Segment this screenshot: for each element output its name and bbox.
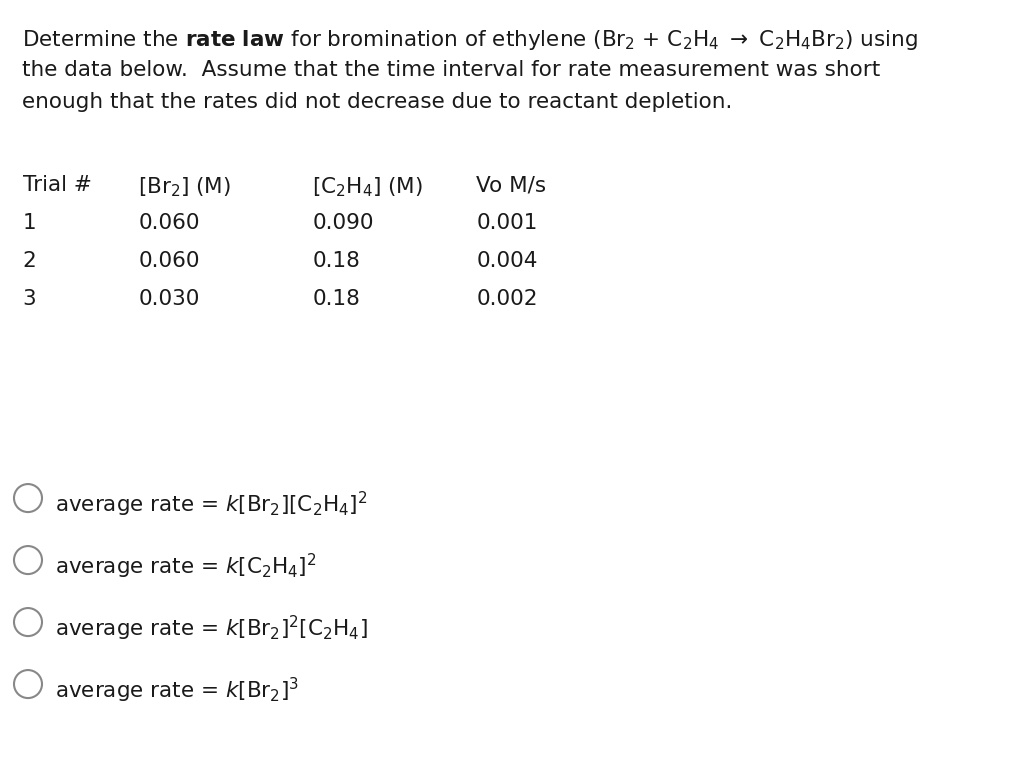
Text: Vo M/s: Vo M/s (476, 175, 546, 195)
Text: 0.004: 0.004 (476, 251, 538, 271)
Text: 0.090: 0.090 (312, 213, 374, 233)
Text: average rate = $\mathit{k}$[Br$_2$]$^2$[C$_2$H$_4$]: average rate = $\mathit{k}$[Br$_2$]$^2$[… (55, 614, 368, 643)
Text: 0.060: 0.060 (138, 213, 200, 233)
Text: 2: 2 (23, 251, 36, 271)
Text: 1: 1 (23, 213, 36, 233)
Text: 0.001: 0.001 (476, 213, 538, 233)
Text: 0.002: 0.002 (476, 289, 538, 309)
Text: average rate = $\mathit{k}$[Br$_2$][C$_2$H$_4$]$^2$: average rate = $\mathit{k}$[Br$_2$][C$_2… (55, 490, 368, 519)
Text: [C$_2$H$_4$] (M): [C$_2$H$_4$] (M) (312, 175, 423, 199)
Text: average rate = $\mathit{k}$[Br$_2$]$^3$: average rate = $\mathit{k}$[Br$_2$]$^3$ (55, 676, 299, 705)
Text: average rate = $\mathit{k}$[C$_2$H$_4$]$^2$: average rate = $\mathit{k}$[C$_2$H$_4$]$… (55, 552, 316, 581)
Text: 0.030: 0.030 (138, 289, 200, 309)
Text: enough that the rates did not decrease due to reactant depletion.: enough that the rates did not decrease d… (22, 92, 732, 112)
Text: 0.060: 0.060 (138, 251, 200, 271)
Text: Trial #: Trial # (23, 175, 91, 195)
Text: [Br$_2$] (M): [Br$_2$] (M) (138, 175, 231, 199)
Text: 0.18: 0.18 (312, 251, 360, 271)
Text: 0.18: 0.18 (312, 289, 360, 309)
Text: Determine the $\mathbf{rate\ law}$ for bromination of ethylene (Br$_2$ + C$_2$H$: Determine the $\mathbf{rate\ law}$ for b… (22, 28, 918, 52)
Text: the data below.  Assume that the time interval for rate measurement was short: the data below. Assume that the time int… (22, 60, 881, 80)
Text: 3: 3 (23, 289, 36, 309)
